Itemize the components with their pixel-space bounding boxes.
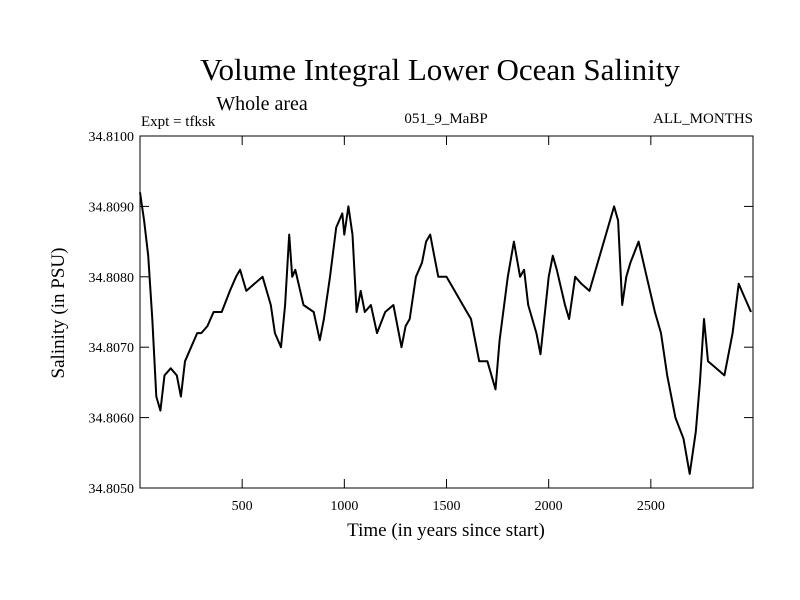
x-axis-ticks: 500 1000 1500 2000 2500 (232, 136, 665, 514)
plot-frame (139, 135, 754, 489)
expt-label: Expt = tfksk (141, 114, 216, 130)
y-axis-ticks: 34.8050 34.8060 34.8070 34.8080 34.8090 34.81… (89, 130, 753, 497)
run-label: 051_9_MaBP (404, 111, 487, 127)
data-series (139, 192, 752, 475)
x-tick-label: 2000 (535, 499, 563, 514)
y-axis-label: Salinity (in PSU) (48, 248, 69, 379)
y-tick-label: 34.8050 (89, 482, 135, 497)
y-tick-label: 34.8100 (89, 130, 135, 145)
x-tick-label: 500 (232, 499, 253, 514)
x-tick-label: 1500 (433, 499, 461, 514)
x-tick-label: 1000 (330, 499, 358, 514)
series-line-salinity (139, 192, 752, 475)
x-axis-label: Time (in years since start) (347, 520, 545, 541)
chart-title: Volume Integral Lower Ocean Salinity (200, 52, 680, 87)
y-tick-label: 34.8090 (89, 200, 135, 215)
y-tick-label: 34.8060 (89, 412, 135, 427)
x-tick-label: 2500 (637, 499, 665, 514)
months-label: ALL_MONTHS (653, 111, 753, 127)
chart-subtitle: Whole area (216, 93, 308, 115)
y-tick-label: 34.8080 (89, 271, 135, 286)
y-tick-label: 34.8070 (89, 341, 135, 356)
